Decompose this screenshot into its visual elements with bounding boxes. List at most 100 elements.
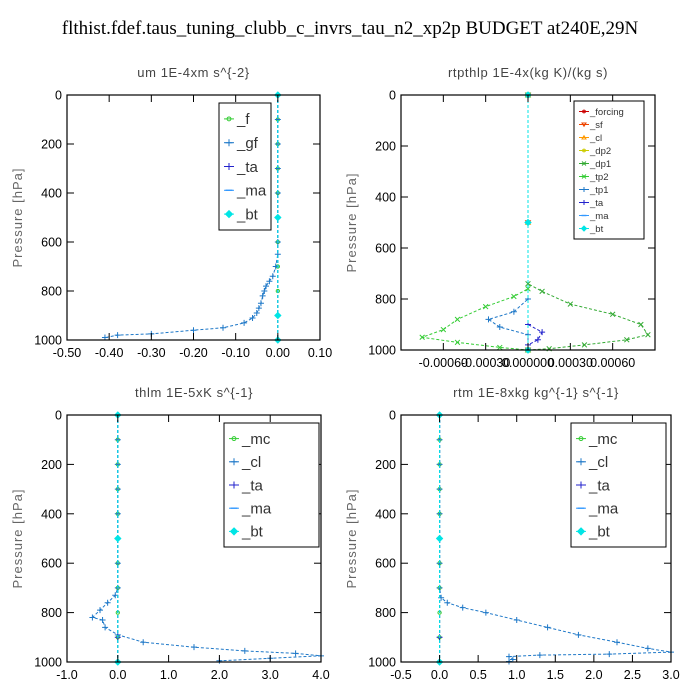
marker <box>539 329 546 336</box>
marker <box>581 174 587 179</box>
marker <box>567 301 574 307</box>
marker <box>581 122 587 128</box>
legend-label: _cl <box>241 454 261 471</box>
legend-label: _forcing <box>589 107 624 118</box>
marker <box>525 286 531 292</box>
marker <box>231 436 237 442</box>
x-tick-label: 0.10 <box>308 346 332 360</box>
marker <box>224 209 234 219</box>
marker <box>99 617 106 624</box>
marker <box>190 327 197 334</box>
x-tick-label: 1.0 <box>508 668 525 682</box>
legend-label: _mc <box>241 431 271 448</box>
legend-label: _tp1 <box>589 185 609 196</box>
marker <box>485 316 492 323</box>
legend-label: _ma <box>589 211 609 222</box>
plot-frame <box>400 414 672 663</box>
marker <box>259 292 266 299</box>
marker <box>609 311 616 318</box>
y-tick-label: 800 <box>41 285 62 299</box>
marker <box>419 334 425 341</box>
series-line <box>104 95 279 339</box>
legend-label: _cl <box>588 454 608 471</box>
marker <box>580 225 588 232</box>
marker <box>97 607 104 614</box>
marker <box>644 645 651 652</box>
y-tick-label: 600 <box>375 242 396 256</box>
y-axis-label: Pressure [hPa] <box>344 489 359 589</box>
legend-label: _tp2 <box>589 172 609 183</box>
marker <box>112 592 119 599</box>
legend-label: _f <box>236 111 250 128</box>
legend-label: _bt <box>236 206 259 223</box>
y-tick-label: 400 <box>41 507 62 521</box>
marker <box>539 288 545 295</box>
marker <box>578 436 584 442</box>
series-bt <box>114 411 122 666</box>
marker <box>645 331 651 338</box>
y-tick-label: 1000 <box>368 656 396 670</box>
series-tp1 <box>485 92 531 353</box>
marker <box>497 344 503 351</box>
marker <box>577 481 585 489</box>
x-tick-label: 2.0 <box>211 668 228 682</box>
y-tick-label: 0 <box>389 89 396 103</box>
marker <box>102 624 109 631</box>
y-tick-label: 600 <box>41 557 62 571</box>
series-bt <box>435 411 444 666</box>
legend-label: _bt <box>241 524 264 541</box>
marker <box>230 481 238 489</box>
x-tick-label: -0.00030 <box>461 356 510 370</box>
marker <box>225 163 233 170</box>
legend-box <box>570 422 667 548</box>
marker <box>482 609 489 616</box>
marker <box>191 644 197 651</box>
x-tick-label: -0.5 <box>390 668 412 682</box>
marker <box>454 339 461 346</box>
legend: _forcing _sf _cl _dp2 _dp1 _tp2 _tp1 _ta _ma _bt <box>573 100 645 240</box>
x-tick-label: 0.00030 <box>548 356 593 370</box>
panel-3: thlm 1E-5xK s^{-1} Pressure [hPa] -1.0 0.0 1… <box>10 385 330 682</box>
marker <box>638 321 644 328</box>
marker <box>229 527 239 536</box>
marker <box>513 617 520 624</box>
marker <box>511 293 517 300</box>
y-tick-label: 200 <box>375 458 396 472</box>
legend-label: _dp2 <box>589 146 611 157</box>
legend-label: _bt <box>588 524 611 541</box>
legend-label: _ma <box>241 500 272 517</box>
y-tick-label: 0 <box>389 409 396 423</box>
panel-4: rtm 1E-8xkg kg^{-1} s^{-1} Pressure [hPa]… <box>344 385 680 682</box>
marker <box>510 308 517 315</box>
x-tick-label: 0.0 <box>431 668 448 682</box>
marker <box>536 652 543 659</box>
y-tick-label: 400 <box>41 187 62 201</box>
x-tick-label: 4.0 <box>312 668 329 682</box>
y-axis-label: Pressure [hPa] <box>344 173 359 273</box>
marker <box>140 639 147 646</box>
legend-label: _sf <box>589 120 603 131</box>
x-tick-label: 0.00 <box>266 346 290 360</box>
legend-label: _ta <box>236 159 259 176</box>
legend-label: _ta <box>588 477 611 494</box>
marker <box>524 218 532 227</box>
marker <box>226 116 232 122</box>
legend-label: _dp1 <box>589 159 611 170</box>
marker <box>435 534 444 543</box>
marker <box>614 639 620 646</box>
x-tick-label: 0.000000 <box>502 356 554 370</box>
panel-title: thlm 1E-5xK s^{-1} <box>135 385 253 400</box>
marker <box>104 599 111 606</box>
y-tick-label: 400 <box>375 191 396 205</box>
y-tick-label: 1000 <box>34 334 62 348</box>
marker <box>577 458 585 466</box>
panel-title: um 1E-4xm s^{-2} <box>137 65 250 80</box>
series-bt <box>274 91 282 344</box>
marker <box>534 336 541 343</box>
legend-label: _cl <box>589 133 602 144</box>
x-tick-label: 2.0 <box>585 668 602 682</box>
marker <box>266 278 273 285</box>
marker <box>225 139 233 147</box>
y-tick-label: 200 <box>375 140 396 154</box>
marker <box>575 631 582 638</box>
